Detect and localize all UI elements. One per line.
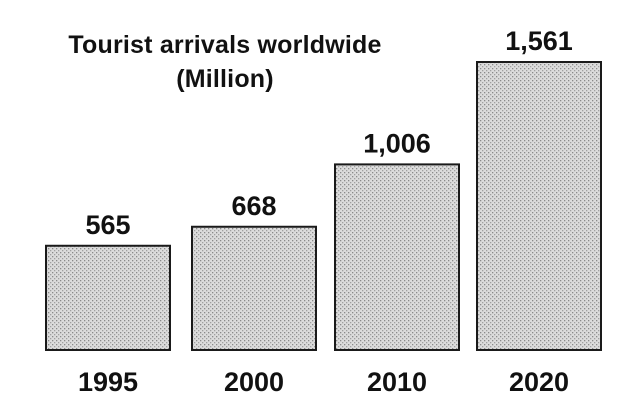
value-label-2020: 1,561 [505, 26, 573, 56]
bar-2000 [191, 225, 317, 351]
value-label-1995: 565 [85, 210, 130, 240]
bars-group [45, 61, 602, 351]
bar-1995 [45, 244, 171, 351]
category-label-1995: 1995 [78, 367, 138, 397]
category-label-2010: 2010 [367, 367, 427, 397]
chart-subtitle: (Million) [176, 65, 274, 93]
value-label-2010: 1,006 [363, 128, 431, 158]
value-labels-group: 565 668 1,006 1,561 [85, 26, 572, 240]
chart-title: Tourist arrivals worldwide [68, 31, 382, 59]
bar-2010 [334, 163, 460, 351]
category-label-2020: 2020 [509, 367, 569, 397]
chart-title-block: Tourist arrivals worldwide (Million) [20, 28, 430, 96]
category-labels-group: 1995 2000 2010 2020 [78, 367, 569, 397]
bar-2020 [476, 61, 602, 351]
category-label-2000: 2000 [224, 367, 284, 397]
value-label-2000: 668 [231, 191, 276, 221]
